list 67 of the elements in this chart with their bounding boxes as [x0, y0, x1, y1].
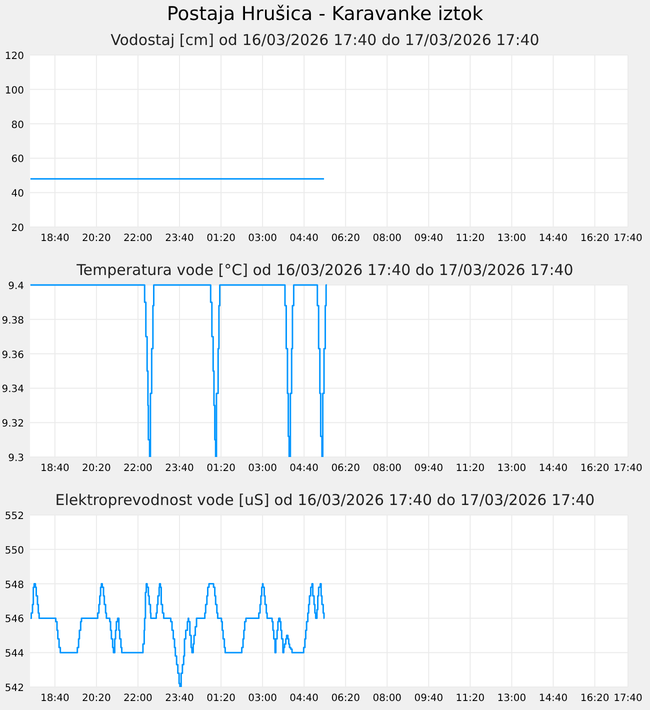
x-tick-label: 13:00 [497, 233, 526, 244]
x-tick-label: 17:40 [614, 463, 642, 474]
x-tick-label: 14:40 [538, 463, 568, 474]
chart-subtitle: Temperatura vode [°C] od 16/03/2026 17:40 do 17/03/2026 17:40 [76, 261, 574, 279]
x-tick-label: 22:00 [124, 463, 152, 474]
x-tick-label: 20:20 [82, 463, 111, 474]
y-tick-label: 120 [4, 51, 24, 62]
x-tick-label: 01:20 [206, 233, 236, 244]
x-tick-label: 14:40 [538, 233, 568, 244]
y-tick-label: 60 [11, 154, 24, 166]
x-tick-label: 04:40 [290, 463, 318, 474]
y-tick-label: 548 [4, 580, 24, 591]
y-tick-label: 9.32 [2, 418, 24, 430]
y-tick-label: 100 [4, 85, 24, 96]
x-tick-label: 23:40 [165, 233, 194, 244]
y-tick-label: 544 [4, 648, 24, 660]
chart-subtitle: Elektroprevodnost vode [uS] od 16/03/2026 17:40 do 17/03/2026 17:40 [55, 491, 595, 509]
x-tick-label: 20:20 [82, 233, 111, 244]
x-tick-label: 08:00 [372, 693, 402, 704]
y-tick-label: 552 [4, 511, 24, 522]
x-tick-label: 16:20 [580, 693, 610, 704]
x-tick-label: 18:40 [40, 463, 70, 474]
y-tick-label: 80 [11, 120, 24, 131]
x-tick-label: 09:40 [414, 233, 444, 244]
y-tick-label: 9.4 [8, 281, 24, 292]
x-tick-label: 14:40 [538, 693, 568, 704]
x-tick-label: 23:40 [165, 463, 194, 474]
chart-subtitle: Vodostaj [cm] od 16/03/2026 17:40 do 17/03/2026 17:40 [110, 31, 540, 49]
x-tick-label: 06:20 [331, 693, 360, 704]
x-tick-label: 17:40 [614, 693, 642, 704]
x-tick-label: 04:40 [290, 233, 318, 244]
y-tick-label: 20 [11, 223, 24, 234]
y-tick-label: 9.34 [2, 384, 24, 396]
x-tick-label: 03:00 [248, 233, 277, 244]
chart-title: Postaja Hrušica - Karavanke iztok [166, 3, 484, 25]
x-tick-label: 08:00 [372, 463, 402, 474]
x-tick-label: 16:20 [580, 463, 610, 474]
x-tick-label: 03:00 [248, 693, 277, 704]
x-tick-label: 18:40 [40, 233, 70, 244]
x-tick-label: 06:20 [331, 233, 360, 244]
y-tick-label: 546 [4, 614, 24, 626]
x-tick-label: 22:00 [124, 233, 152, 244]
x-tick-label: 01:20 [206, 693, 236, 704]
x-tick-label: 01:20 [206, 463, 236, 474]
x-tick-label: 18:40 [40, 693, 70, 704]
x-tick-label: 09:40 [414, 463, 444, 474]
x-tick-label: 22:00 [124, 693, 152, 704]
x-tick-label: 13:00 [497, 463, 526, 474]
x-tick-label: 09:40 [414, 693, 444, 704]
y-tick-label: 9.36 [2, 350, 24, 361]
x-tick-label: 11:20 [456, 463, 485, 474]
x-tick-label: 06:20 [331, 463, 360, 474]
x-tick-label: 17:40 [614, 233, 642, 244]
x-tick-label: 11:20 [456, 693, 485, 704]
y-tick-label: 9.3 [8, 453, 24, 464]
x-tick-label: 23:40 [165, 693, 194, 704]
x-tick-label: 11:20 [456, 233, 485, 244]
x-tick-label: 08:00 [372, 233, 402, 244]
y-tick-label: 9.38 [2, 315, 24, 326]
x-tick-label: 04:40 [290, 693, 318, 704]
x-tick-label: 16:20 [580, 233, 610, 244]
y-tick-label: 550 [4, 545, 24, 556]
x-tick-label: 20:20 [82, 693, 111, 704]
x-tick-label: 13:00 [497, 693, 526, 704]
y-tick-label: 40 [11, 188, 24, 200]
y-tick-label: 542 [4, 683, 24, 694]
x-tick-label: 03:00 [248, 463, 277, 474]
